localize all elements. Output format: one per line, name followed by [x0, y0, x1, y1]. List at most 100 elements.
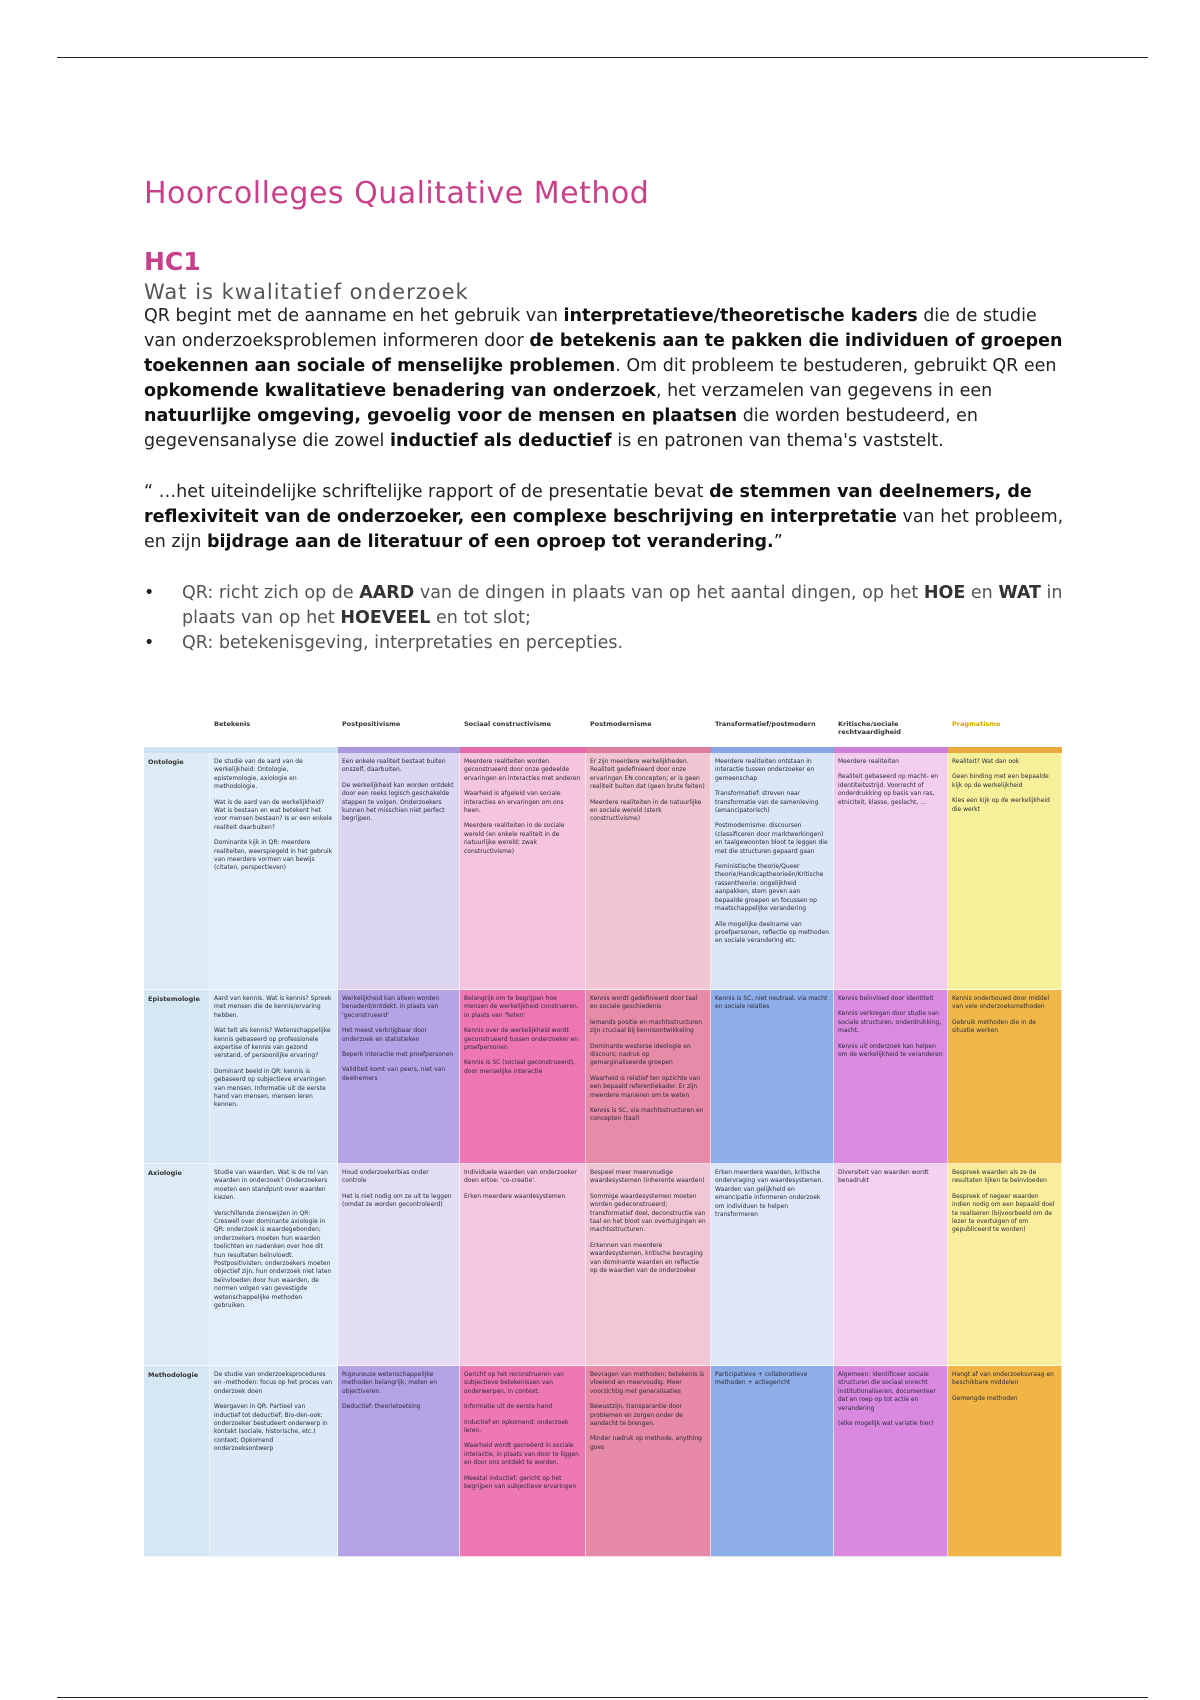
cell-text: Het meest verkrijgbaar door onderzoek en… — [342, 1027, 428, 1043]
table-cell: Er zijn meerdere werkelijkheden. Realite… — [586, 753, 711, 990]
table-cell: Werkelijkheid kan alleen worden benaderd… — [338, 990, 460, 1164]
row-label: Axiologie — [144, 1164, 210, 1366]
table-cell: Bespreek waarden als ze de resultaten li… — [948, 1164, 1062, 1366]
cell-text: De studie van onderzoeksprocedures en -m… — [214, 1371, 333, 1395]
table-cell: De studie van de aard van de werkelijkhe… — [210, 753, 338, 990]
table-color-bar — [711, 747, 834, 753]
table-cell: Bespeel meer meervoudige waardesystemen … — [586, 1164, 711, 1366]
table-cell: Diversiteit van waarden wordt benadrukt — [834, 1164, 948, 1366]
table-color-bar — [460, 747, 586, 753]
cell-text: Dominante kijk in QR: meerdere realiteit… — [214, 839, 333, 872]
text-run: die de studie van onderzoeksproblemen in… — [144, 306, 1037, 351]
cell-text: Meerdere realiteiten in de natuurlijke e… — [590, 798, 702, 823]
cell-text: Algemeen: identificeer sociale structure… — [838, 1371, 936, 1412]
table-cell: Kennis onderbouwd door middel van vele o… — [948, 990, 1062, 1164]
text-run: opkomende kwalitatieve benadering van on… — [144, 381, 656, 401]
cell-text: Belangrijk om te begrijpen hoe mensen de… — [464, 995, 579, 1019]
text-run: is en patronen van thema's vaststelt. — [611, 431, 944, 451]
cell-text: Bevragen van methoden; betekenis is vloe… — [590, 1371, 705, 1395]
cell-text: Aard van kennis. Wat is kennis? Spreek m… — [214, 995, 332, 1019]
text-run: in plaats van op het — [182, 583, 1063, 628]
table-color-bar — [144, 747, 210, 753]
row-label: Epistemologie — [144, 990, 210, 1164]
column-header: Betekenis — [214, 720, 251, 728]
document-title: Hoorcolleges Qualitative Method — [144, 176, 650, 211]
cell-text: Het is niet nodig om ze uit te leggen (o… — [342, 1192, 452, 1209]
table-header-row: Betekenis Postpositivisme Sociaal construc… — [144, 716, 1062, 747]
top-rule — [57, 57, 1148, 58]
text-run: inductief als deductief — [389, 431, 612, 451]
intro-paragraph: QR begint met de aanname en het gebruik … — [144, 304, 1064, 454]
cell-text: Een enkele realiteit bestaat buiten onsz… — [342, 758, 446, 774]
text-run: de betekenis aan te pakken die individue… — [144, 331, 1063, 376]
table-color-bar — [948, 747, 1062, 753]
cell-text: Hangt af van onderzoeksvraag en beschikb… — [952, 1371, 1054, 1387]
column-header — [144, 716, 210, 747]
cell-text: Werkelijkheid kan alleen worden benaderd… — [342, 995, 440, 1019]
cell-text: Realiteit gebaseerd op macht- en identit… — [838, 773, 939, 806]
row-label: Methodologie — [144, 1366, 210, 1557]
text-run: QR begint met de aanname en het gebruik … — [144, 306, 564, 326]
cell-text: Participatieve + collaboratieve methoden… — [715, 1371, 808, 1387]
cell-text: Verschillende zienswijzen in QR: Creswel… — [214, 1209, 332, 1310]
table-cell: Een enkele realiteit bestaat buiten onsz… — [338, 753, 460, 990]
column-header: Pragmatisme — [952, 720, 1001, 728]
text-run: ” — [773, 532, 783, 552]
table-cell: Aard van kennis. Wat is kennis? Spreek m… — [210, 990, 338, 1164]
cell-text: Postmodernisme: discoursen (classificere… — [715, 822, 828, 855]
cell-text: Geen binding met een bepaalde kijk op de… — [952, 773, 1049, 789]
text-run: van de dingen in plaats van op het aanta… — [414, 583, 924, 603]
text-run: HOEVEEL — [340, 608, 431, 628]
table-cell: Studie van waarden. Wat is de rol van wa… — [210, 1164, 338, 1366]
bullet-list: QR: richt zich op de AARD van de dingen … — [144, 581, 1064, 656]
column-header: Sociaal constructivisme — [464, 720, 551, 728]
table-cell: Hangt af van onderzoeksvraag en beschikb… — [948, 1366, 1062, 1557]
text-run: van het probleem, en zijn — [144, 507, 1064, 552]
cell-text: Waarheid is relatief ten opzichte van ee… — [590, 1074, 701, 1099]
cell-text: Gemengde methoden — [952, 1394, 1018, 1402]
cell-text: Kennis verkregen door studie van sociale… — [838, 1010, 942, 1035]
cell-text: Erken meerdere waardesystemen — [464, 1192, 566, 1200]
text-run: . Om dit probleem te bestuderen, gebruik… — [615, 356, 1057, 376]
cell-text: Waarheid wordt gecreëerd in sociale inte… — [464, 1442, 579, 1467]
cell-text: Wat telt als kennis? Wetenschappelijke k… — [214, 1027, 331, 1060]
cell-text: Informatie uit de eerste hand — [464, 1403, 553, 1411]
text-run: natuurlijke omgeving, gevoelig voor de m… — [144, 406, 738, 426]
table-cell: Meerdere realiteiten worden geconstrueer… — [460, 753, 586, 990]
cell-text: Kennis is SC, via machtsstructuren en co… — [590, 1107, 704, 1123]
subsection-heading: Wat is kwalitatief onderzoek — [144, 280, 469, 304]
cell-text: Erken meerdere waarden, kritische onderv… — [715, 1169, 824, 1219]
text-run: “ …het uiteindelijke schriftelijke rappo… — [144, 482, 710, 502]
cell-text: Kennis uit onderzoek kan helpen om de we… — [838, 1042, 943, 1059]
cell-text: Bespreek waarden als ze de resultaten li… — [952, 1169, 1047, 1185]
cell-text: Diversiteit van waarden wordt benadrukt — [838, 1169, 929, 1185]
cell-text: Meerdere realiteiten worden geconstrueer… — [464, 758, 581, 782]
document-body: Hoorcolleges Qualitative Method HC1 Wat … — [144, 176, 1064, 656]
table-cell: Belangrijk om te begrijpen hoe mensen de… — [460, 990, 586, 1164]
cell-text: Erkennen van meerdere waardesystemen, kr… — [590, 1241, 703, 1275]
cell-text: Rigoureuze wetenschappelijke methoden be… — [342, 1371, 438, 1395]
table-cell: Meerdere realiteiten Realiteit gebaseerd … — [834, 753, 948, 990]
column-header: Transformatief/postmodern — [715, 720, 816, 728]
paradigm-table: Betekenis Postpositivisme Sociaal construc… — [144, 716, 1062, 1557]
cell-text: Houd onderzoekerbias onder controle — [342, 1169, 429, 1185]
cell-text: Waarheid is afgeleid van sociale interac… — [464, 790, 564, 815]
table-body: Ontologie De studie van de aard van de we… — [144, 747, 1062, 1557]
table-cell: Erken meerdere waarden, kritische onderv… — [711, 1164, 834, 1366]
quote-paragraph: “ …het uiteindelijke schriftelijke rappo… — [144, 480, 1064, 555]
row-label: Ontologie — [144, 753, 210, 990]
table-cell: Kennis wordt gedefinieerd door taal en s… — [586, 990, 711, 1164]
cell-text: Sommige waardesystemen moeten worden ged… — [590, 1192, 706, 1234]
cell-text: De studie van de aard van de werkelijkhe… — [214, 758, 303, 791]
cell-text: Studie van waarden. Wat is de rol van wa… — [214, 1169, 328, 1202]
text-run: QR: betekenisgeving, interpretaties en p… — [182, 633, 624, 653]
cell-text: Deductief: theorietoetsing — [342, 1403, 421, 1411]
text-run: HOE — [923, 583, 966, 603]
text-run: die worden bestudeerd, en gegevensanalys… — [144, 406, 979, 451]
column-header: Postpositivisme — [342, 720, 401, 728]
cell-text: Alle mogelijke deelname van proefpersone… — [715, 920, 829, 945]
table-color-bar — [338, 747, 460, 753]
text-run: en tot slot; — [430, 608, 531, 628]
text-run: bijdrage aan de literatuur of een oproep… — [207, 532, 774, 552]
table-cell: Kennis is SC, niet neutraal, via macht e… — [711, 990, 834, 1164]
